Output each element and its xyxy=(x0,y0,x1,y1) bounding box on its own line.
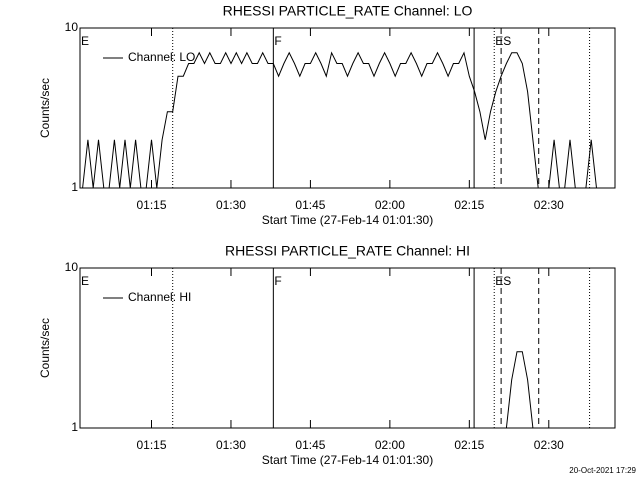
y-tick-label: 10 xyxy=(65,260,79,274)
x-tick-label: 02:00 xyxy=(375,438,405,452)
series-line xyxy=(82,51,608,189)
plot-frame xyxy=(79,267,616,429)
x-tick-label: 01:15 xyxy=(136,198,166,212)
x-tick-label: 02:30 xyxy=(534,198,564,212)
y-axis-label: Counts/sec xyxy=(38,318,52,378)
chart-title: RHESSI PARTICLE_RATE Channel: HI xyxy=(225,243,470,259)
footer: 20-Oct-2021 17:29 xyxy=(569,466,636,475)
x-tick-label: 01:15 xyxy=(136,438,166,452)
legend-label: Channel: LO xyxy=(128,50,195,64)
x-tick-label: 02:15 xyxy=(454,198,484,212)
x-axis-label: Start Time (27-Feb-14 01:01:30) xyxy=(262,213,433,227)
annotation: ES xyxy=(495,34,511,48)
annotation: F xyxy=(274,274,281,288)
plot-frame xyxy=(79,27,616,189)
y-tick-label: 1 xyxy=(71,420,78,434)
chart-title: RHESSI PARTICLE_RATE Channel: LO xyxy=(223,3,473,19)
x-tick-label: 01:45 xyxy=(295,198,325,212)
x-tick-label: 02:00 xyxy=(375,198,405,212)
annotation: E xyxy=(81,274,89,288)
y-tick-label: 10 xyxy=(65,20,79,34)
x-tick-label: 02:15 xyxy=(454,438,484,452)
x-tick-label: 01:45 xyxy=(295,438,325,452)
annotation: E xyxy=(81,34,89,48)
x-tick-label: 02:30 xyxy=(534,438,564,452)
annotation: F xyxy=(274,34,281,48)
y-axis-label: Counts/sec xyxy=(38,78,52,138)
x-tick-label: 01:30 xyxy=(216,438,246,452)
annotation: ES xyxy=(495,274,511,288)
y-tick-label: 1 xyxy=(71,180,78,194)
x-tick-label: 01:30 xyxy=(216,198,246,212)
x-axis-label: Start Time (27-Feb-14 01:01:30) xyxy=(262,453,433,467)
legend-label: Channel: HI xyxy=(128,290,191,304)
